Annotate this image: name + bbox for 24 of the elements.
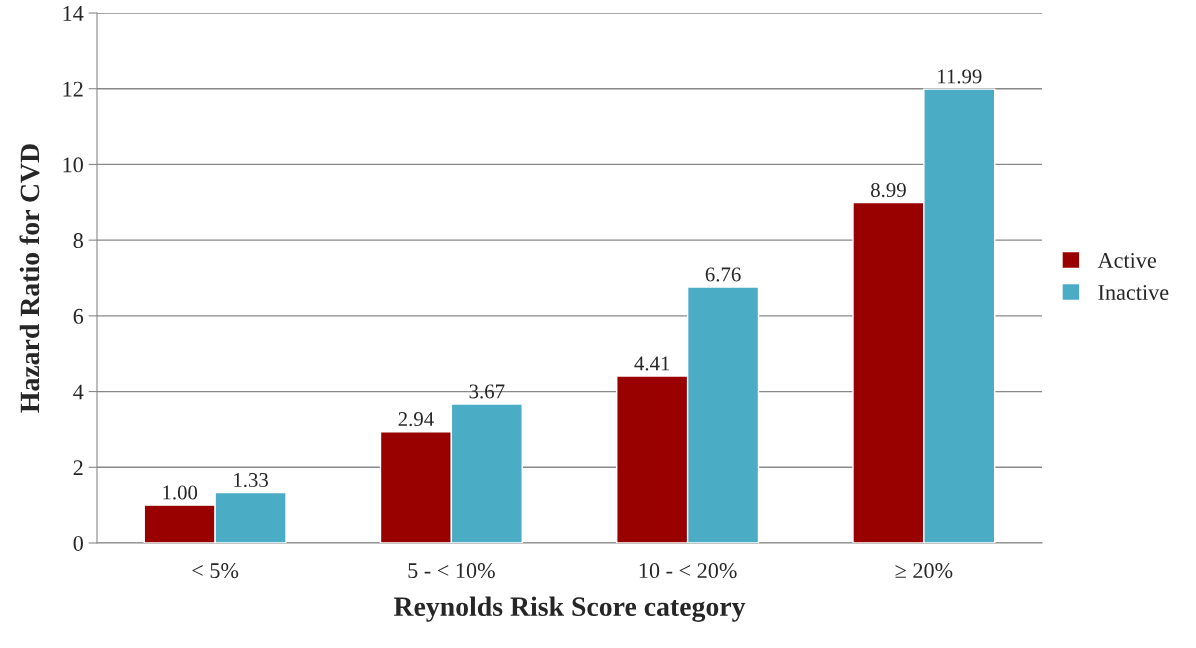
data-label: 8.99 [871, 182, 906, 198]
y-tick-label: 0 [73, 535, 83, 551]
legend-label: Inactive [1098, 285, 1169, 300]
legend-label: Active [1097, 253, 1157, 268]
data-label: 3.67 [469, 384, 505, 399]
y-tick-label: 2 [73, 460, 83, 475]
y-tick-label: 12 [63, 81, 83, 97]
x-tick-label: 5 - < 10% [408, 563, 495, 579]
y-tick-label: 6 [73, 308, 84, 324]
x-tick-label: ≥ 20% [895, 563, 953, 579]
data-label: 11.99 [938, 69, 982, 84]
data-label: 4.41 [634, 356, 670, 371]
x-tick-label: < 5% [192, 563, 239, 579]
data-label: 6.76 [705, 267, 741, 282]
y-axis-title: Hazard Ratio for CVD [19, 144, 40, 413]
y-tick-label: 10 [63, 157, 83, 173]
y-tick-label: 8 [73, 233, 83, 249]
x-axis-title: Reynolds Risk Score category [393, 596, 746, 622]
y-tick-label: 4 [73, 384, 84, 400]
x-tick-label: 10 - < 20% [639, 563, 737, 579]
data-label: 1.33 [234, 473, 268, 488]
data-label: 2.94 [398, 412, 434, 427]
data-label: 1.00 [163, 485, 198, 500]
y-tick-label: 14 [63, 6, 84, 21]
